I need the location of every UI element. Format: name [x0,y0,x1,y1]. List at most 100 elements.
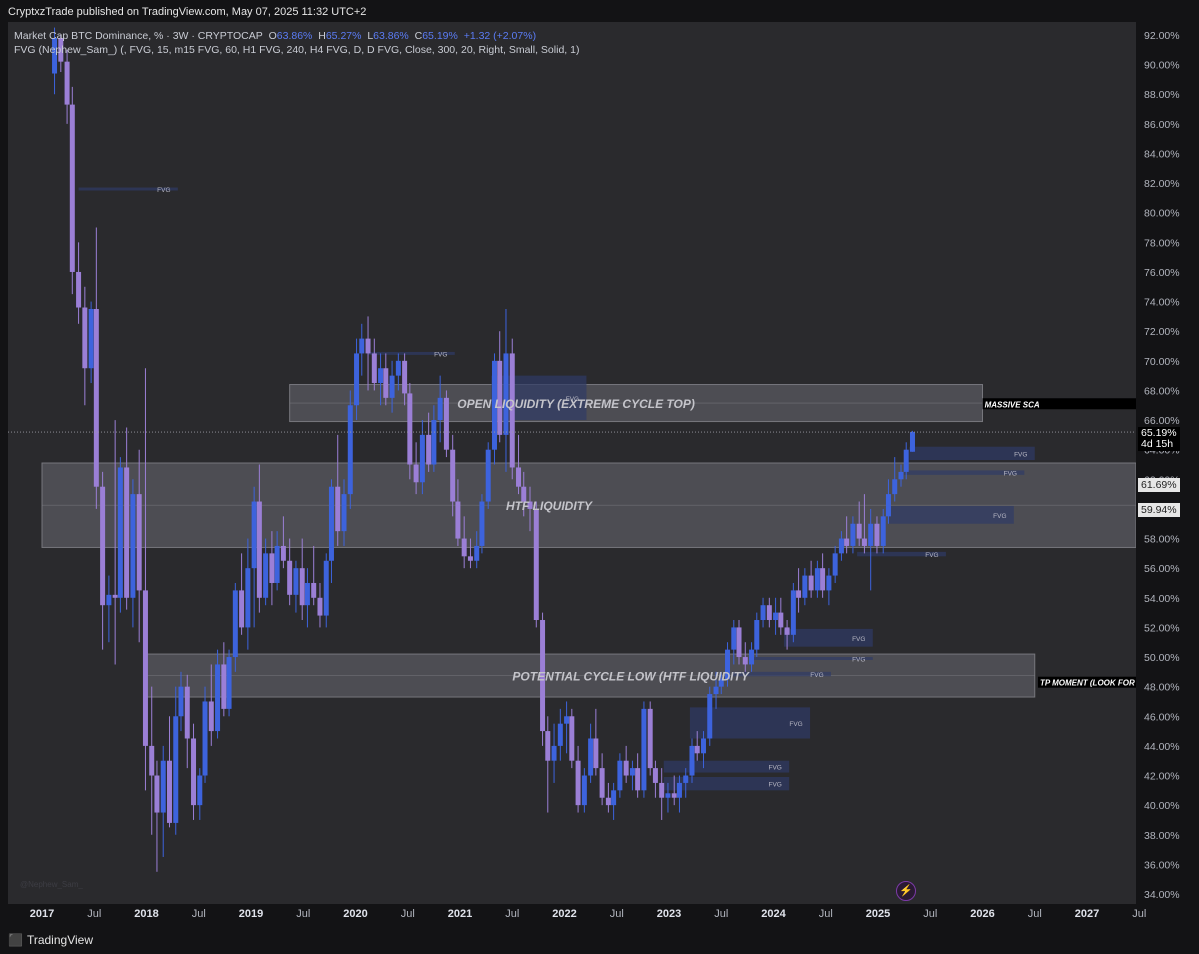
candle [304,568,310,628]
fvg-label: FVG [852,636,865,643]
candle [832,545,838,583]
candle [796,568,802,613]
candle-body [274,545,280,583]
fvg-box [904,470,1025,475]
close-value: 65.19% [422,30,458,42]
zone-label: POTENTIAL CYCLE LOW (HTF LIQUIDITY [512,670,749,684]
tradingview-logo[interactable]: ⬛ TradingView [8,933,93,947]
candle-body [226,657,232,709]
indicator-row[interactable]: FVG (Nephew_Sam_) (, FVG, 15, m15 FVG, 6… [14,44,580,56]
candle [106,575,112,643]
candle-body [371,353,377,384]
candle [293,560,299,613]
candle [389,360,395,413]
open-label: O [268,30,277,42]
fvg-label: FVG [852,657,865,664]
candle-body [269,553,275,583]
candle [76,242,82,324]
candle-body [202,701,208,776]
price-tick-label: 74.00% [1144,297,1180,309]
candle-body [617,760,623,791]
candle-body [509,353,515,468]
change-value: +1.32 (+2.07%) [463,30,537,42]
candle-body [551,745,557,761]
candle-body [874,523,880,546]
candle [617,753,623,798]
candle [226,649,232,717]
symbol-row: Market Cap BTC Dominance, % · 3W · CRYPT… [14,29,579,43]
candle-body [718,679,724,687]
candle [263,538,269,606]
candle [184,674,190,769]
candle [593,708,599,776]
candle [736,620,742,665]
candle [773,597,779,635]
candle [623,745,629,783]
candle [569,708,575,769]
price-tick-label: 50.00% [1144,652,1180,664]
candle [341,479,347,546]
fvg-label: FVG [810,672,823,679]
zone-label: HTF LIQUIDITY [506,499,593,513]
candle-body [76,271,82,308]
candle-body [239,590,245,628]
candle-body [731,627,737,650]
candle-body [820,568,826,591]
candle [274,531,280,591]
candle-body [208,701,214,732]
candle-body [378,368,384,384]
candle [503,308,509,472]
candle-body [93,308,99,487]
price-level-tag: 59.94% [1138,503,1180,517]
price-tick-label: 40.00% [1144,800,1180,812]
time-tick-label: 2027 [1075,908,1099,920]
candle-body [130,494,136,598]
candle [142,368,148,791]
time-tick-label: Jul [401,908,415,920]
candle [431,405,437,472]
candle [635,753,641,798]
candle-body [581,775,587,806]
candle [814,560,820,598]
candle-body [557,723,563,746]
candle-body [885,494,891,517]
candle [533,501,539,628]
candle-body [742,657,748,665]
price-tick-label: 82.00% [1144,178,1180,190]
candle-body [317,597,323,616]
candle [160,745,166,857]
candle-body [263,553,269,598]
candle-body [503,353,509,435]
price-axis-panel [1136,0,1199,904]
candle [808,560,814,598]
candle [868,508,874,591]
candle-body [191,738,197,806]
candle-body [311,582,317,598]
candle [665,782,671,813]
candle-body [112,594,118,598]
candle [479,494,485,554]
candle [647,701,653,776]
candle [407,383,413,480]
candle [700,731,706,769]
candle [251,486,257,628]
candle-body [861,538,867,546]
fvg-label: FVG [1004,471,1017,478]
fvg-box [663,760,790,773]
price-tick-label: 90.00% [1144,60,1180,72]
fvg-label: FVG [434,351,447,358]
candle [256,464,262,613]
candle [497,331,503,443]
candle [371,338,377,391]
candle [299,538,305,621]
price-tick-label: 34.00% [1144,889,1180,901]
annotation-text: MASSIVE SCA [985,400,1040,409]
price-tick-label: 42.00% [1144,771,1180,783]
candle [149,686,155,835]
candle-body [197,775,203,806]
candle-body [431,420,437,465]
time-tick-label: 2018 [134,908,158,920]
lightning-icon[interactable]: ⚡ [896,881,916,901]
candle-body [569,716,575,761]
